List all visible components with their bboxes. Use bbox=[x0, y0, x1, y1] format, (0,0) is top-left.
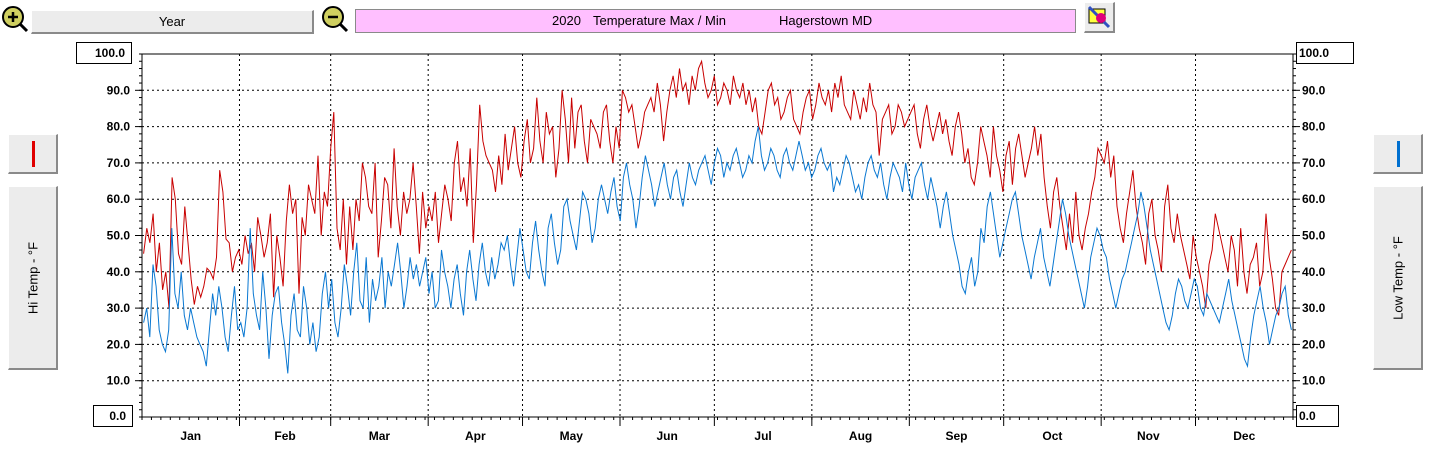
month-label: Jan bbox=[180, 429, 201, 443]
hi-temp-swatch bbox=[32, 141, 35, 167]
right-tick-label: 10.0 bbox=[1302, 374, 1326, 388]
month-label: Jun bbox=[657, 429, 678, 443]
right-ymax-value: 100.0 bbox=[1299, 46, 1330, 60]
left-tick-label: 70.0 bbox=[107, 156, 131, 170]
hi-temp-axis-button[interactable]: Hi Temp - °F bbox=[8, 186, 58, 370]
right-tick-label: 60.0 bbox=[1302, 192, 1326, 206]
right-ymax-box[interactable]: 100.0 bbox=[1296, 42, 1354, 64]
right-tick-label: 50.0 bbox=[1302, 229, 1326, 243]
period-label: Year bbox=[158, 14, 186, 29]
left-ymin-value: 0.0 bbox=[109, 409, 126, 423]
period-selector[interactable]: Year bbox=[31, 10, 314, 34]
right-tick-label: 90.0 bbox=[1302, 83, 1326, 97]
right-tick-label: 80.0 bbox=[1302, 120, 1326, 134]
left-tick-label: 40.0 bbox=[107, 265, 131, 279]
right-tick-label: 70.0 bbox=[1302, 156, 1326, 170]
month-label: Feb bbox=[274, 429, 295, 443]
right-ymin-box[interactable]: 0.0 bbox=[1296, 405, 1339, 427]
low-temp-swatch bbox=[1397, 141, 1400, 167]
left-tick-label: 20.0 bbox=[107, 337, 131, 351]
month-label: Sep bbox=[945, 429, 967, 443]
left-ymin-box[interactable]: 0.0 bbox=[93, 405, 133, 427]
left-ymax-value: 100.0 bbox=[94, 46, 125, 60]
zoom-out-icon bbox=[322, 6, 349, 33]
left-tick-label: 10.0 bbox=[107, 374, 131, 388]
paint-icon bbox=[1087, 5, 1111, 29]
month-label: Dec bbox=[1233, 429, 1255, 443]
month-label: Jul bbox=[754, 429, 771, 443]
hi-temp-color-button[interactable] bbox=[8, 134, 58, 174]
title-year: 2020 bbox=[552, 13, 581, 28]
low-temp-color-button[interactable] bbox=[1373, 134, 1423, 174]
low-temp-axis-button[interactable]: Low Temp - °F bbox=[1373, 186, 1423, 370]
month-label: Oct bbox=[1042, 429, 1062, 443]
title-location: Hagerstown MD bbox=[779, 13, 873, 28]
month-label: Mar bbox=[369, 429, 391, 443]
right-tick-label: 30.0 bbox=[1302, 301, 1326, 315]
right-tick-label: 40.0 bbox=[1302, 265, 1326, 279]
left-tick-label: 50.0 bbox=[107, 229, 131, 243]
color-picker-button[interactable] bbox=[1084, 2, 1115, 33]
right-ymin-value: 0.0 bbox=[1299, 409, 1316, 423]
chart-title-bar: 2020 Temperature Max / Min Hagerstown MD bbox=[355, 9, 1076, 33]
left-tick-label: 60.0 bbox=[107, 192, 131, 206]
month-label: Apr bbox=[465, 429, 486, 443]
zoom-out-button[interactable] bbox=[320, 4, 350, 34]
left-tick-label: 30.0 bbox=[107, 301, 131, 315]
month-label: Aug bbox=[849, 429, 872, 443]
left-tick-label: 90.0 bbox=[107, 83, 131, 97]
month-label: May bbox=[560, 429, 584, 443]
zoom-in-button[interactable] bbox=[0, 4, 30, 34]
left-ymax-box[interactable]: 100.0 bbox=[76, 42, 132, 64]
month-label: Nov bbox=[1137, 429, 1160, 443]
low-temp-line bbox=[143, 126, 1292, 374]
title-text: Temperature Max / Min bbox=[593, 13, 726, 28]
hi-temp-line bbox=[143, 59, 1292, 316]
zoom-in-icon bbox=[2, 6, 29, 33]
right-tick-label: 20.0 bbox=[1302, 337, 1326, 351]
left-tick-label: 80.0 bbox=[107, 120, 131, 134]
